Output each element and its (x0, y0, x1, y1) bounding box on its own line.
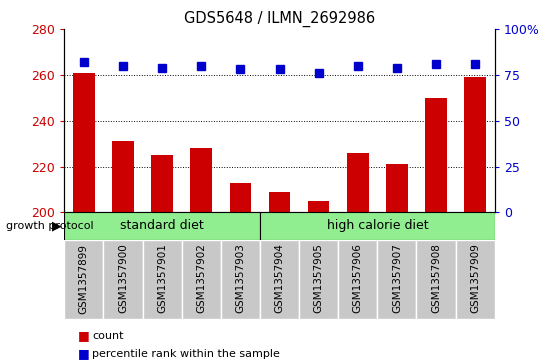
Bar (221, 240, 260, 319)
Bar (456, 240, 495, 319)
Bar (260, 240, 299, 319)
Bar (465, 77, 486, 212)
Bar (103, 240, 143, 319)
Text: ▶: ▶ (52, 220, 61, 232)
Text: GSM1357907: GSM1357907 (392, 244, 402, 313)
Text: ■: ■ (78, 347, 90, 360)
Bar (299, 240, 338, 319)
Bar (269, 192, 290, 212)
Bar (377, 240, 416, 319)
Bar (386, 164, 408, 212)
Text: GSM1357903: GSM1357903 (235, 244, 245, 313)
Text: ■: ■ (78, 329, 90, 342)
Text: GSM1357899: GSM1357899 (79, 244, 89, 314)
Text: GSM1357902: GSM1357902 (196, 244, 206, 313)
Text: GSM1357900: GSM1357900 (118, 244, 128, 313)
Bar (64, 212, 260, 240)
Text: GSM1357909: GSM1357909 (470, 244, 480, 313)
Bar (425, 98, 447, 212)
Text: GSM1357906: GSM1357906 (353, 244, 363, 313)
Bar (416, 240, 456, 319)
Text: GSM1357901: GSM1357901 (157, 244, 167, 313)
Bar (112, 141, 134, 212)
Bar (191, 148, 212, 212)
Text: percentile rank within the sample: percentile rank within the sample (92, 349, 280, 359)
Text: GSM1357908: GSM1357908 (431, 244, 441, 313)
Text: GDS5648 / ILMN_2692986: GDS5648 / ILMN_2692986 (184, 11, 375, 27)
Bar (64, 240, 103, 319)
Bar (143, 240, 182, 319)
Bar (338, 240, 377, 319)
Bar (230, 183, 251, 212)
Text: high calorie diet: high calorie diet (326, 220, 428, 232)
Text: standard diet: standard diet (120, 220, 204, 232)
Bar (347, 153, 368, 212)
Text: GSM1357905: GSM1357905 (314, 244, 324, 313)
Text: count: count (92, 331, 124, 341)
Bar (151, 155, 173, 212)
Bar (260, 212, 495, 240)
Bar (308, 201, 329, 212)
Text: GSM1357904: GSM1357904 (274, 244, 285, 313)
Bar (182, 240, 221, 319)
Text: growth protocol: growth protocol (6, 221, 93, 231)
Bar (73, 73, 94, 212)
